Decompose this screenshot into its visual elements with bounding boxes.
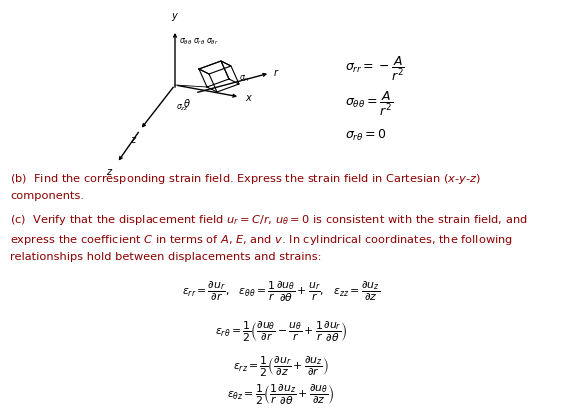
Text: $r$: $r$	[273, 66, 279, 77]
Text: $\varepsilon_{r\theta} = \dfrac{1}{2}\left(\dfrac{\partial u_\theta}{\partial r}: $\varepsilon_{r\theta} = \dfrac{1}{2}\le…	[215, 320, 347, 344]
Text: $z$: $z$	[106, 167, 113, 177]
Text: $x$: $x$	[245, 93, 253, 103]
Text: $\sigma_{rr}$: $\sigma_{rr}$	[239, 74, 251, 84]
Text: $\varepsilon_{rz} = \dfrac{1}{2}\left(\dfrac{\partial u_r}{\partial z} + \dfrac{: $\varepsilon_{rz} = \dfrac{1}{2}\left(\d…	[233, 355, 329, 379]
Text: (c)  Verify that the displacement field $u_r = C/r$, $u_\theta = 0$ is consisten: (c) Verify that the displacement field $…	[10, 213, 528, 262]
Text: $\varepsilon_{rr} = \dfrac{\partial u_r}{\partial r}$,   $\varepsilon_{\theta\th: $\varepsilon_{rr} = \dfrac{\partial u_r}…	[182, 280, 380, 304]
Text: $\theta$: $\theta$	[183, 97, 191, 109]
Text: $\sigma_{\theta\theta}\ \sigma_{r\theta}\ \sigma_{\theta r}$: $\sigma_{\theta\theta}\ \sigma_{r\theta}…	[179, 37, 219, 47]
Text: $\sigma_{rr} = -\dfrac{A}{r^2}$: $\sigma_{rr} = -\dfrac{A}{r^2}$	[345, 55, 405, 83]
Text: $\sigma_{\theta\theta} = \dfrac{A}{r^2}$: $\sigma_{\theta\theta} = \dfrac{A}{r^2}$	[345, 90, 393, 118]
Text: $y$: $y$	[171, 11, 179, 23]
Text: $z$: $z$	[130, 135, 137, 145]
Text: $\sigma_{zz}$: $\sigma_{zz}$	[176, 102, 189, 112]
Text: $\sigma_{r\theta} = 0$: $\sigma_{r\theta} = 0$	[345, 128, 387, 143]
Text: $\varepsilon_{\theta z} = \dfrac{1}{2}\left(\dfrac{1}{r}\dfrac{\partial u_z}{\pa: $\varepsilon_{\theta z} = \dfrac{1}{2}\l…	[227, 383, 335, 407]
Text: (b)  Find the corresponding strain field. Express the strain field in Cartesian : (b) Find the corresponding strain field.…	[10, 172, 481, 201]
